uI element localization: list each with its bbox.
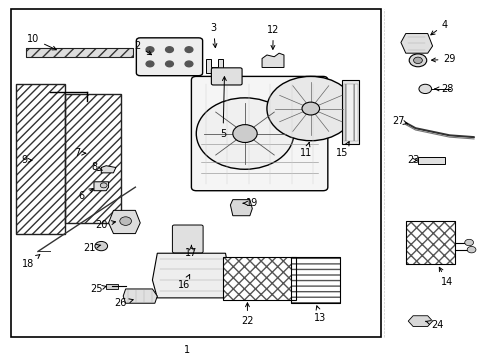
Polygon shape	[408, 316, 433, 327]
Bar	[291, 257, 340, 303]
Bar	[16, 84, 65, 234]
Bar	[16, 84, 65, 234]
Text: 3: 3	[210, 23, 217, 48]
Bar	[65, 94, 121, 223]
Circle shape	[302, 102, 319, 115]
Bar	[344, 84, 358, 141]
Bar	[106, 284, 118, 289]
Circle shape	[267, 76, 355, 141]
Text: 17: 17	[185, 246, 197, 258]
FancyBboxPatch shape	[192, 76, 328, 191]
Text: 29: 29	[432, 54, 456, 64]
FancyBboxPatch shape	[136, 38, 202, 76]
Text: 12: 12	[267, 25, 279, 49]
Text: 20: 20	[95, 220, 116, 230]
Bar	[406, 221, 455, 264]
Circle shape	[95, 242, 108, 251]
Text: 15: 15	[336, 141, 349, 158]
Bar	[291, 257, 340, 303]
Polygon shape	[152, 253, 230, 298]
Circle shape	[185, 47, 193, 53]
Circle shape	[409, 54, 427, 67]
FancyBboxPatch shape	[211, 68, 242, 85]
Polygon shape	[123, 289, 157, 303]
Polygon shape	[262, 53, 284, 67]
Text: 1: 1	[183, 345, 190, 355]
Circle shape	[233, 125, 257, 143]
Polygon shape	[206, 59, 223, 73]
Polygon shape	[109, 210, 140, 234]
Circle shape	[100, 183, 107, 188]
Circle shape	[166, 61, 173, 67]
Text: 18: 18	[22, 255, 40, 269]
Bar	[26, 48, 133, 57]
Text: 11: 11	[300, 143, 312, 158]
Bar	[65, 94, 121, 223]
Polygon shape	[101, 166, 116, 173]
Text: 9: 9	[22, 156, 32, 165]
Text: 8: 8	[91, 162, 102, 172]
Text: 13: 13	[315, 306, 327, 323]
Bar	[418, 157, 445, 164]
Text: 2: 2	[135, 41, 151, 55]
Text: 5: 5	[220, 77, 226, 139]
Bar	[26, 48, 133, 57]
Text: 22: 22	[241, 303, 254, 326]
Bar	[406, 221, 455, 264]
Circle shape	[467, 247, 476, 253]
Text: 23: 23	[407, 156, 419, 165]
Text: 26: 26	[115, 298, 133, 308]
Circle shape	[185, 61, 193, 67]
Circle shape	[419, 84, 432, 94]
Text: 6: 6	[79, 189, 93, 201]
Text: 7: 7	[74, 148, 86, 158]
Circle shape	[465, 239, 473, 246]
Text: 16: 16	[178, 274, 190, 291]
Text: 21: 21	[83, 243, 101, 253]
Polygon shape	[230, 200, 252, 216]
Text: 4: 4	[431, 19, 448, 35]
Polygon shape	[401, 33, 433, 53]
Text: 10: 10	[27, 34, 56, 50]
FancyBboxPatch shape	[172, 225, 203, 253]
Circle shape	[196, 98, 294, 169]
Bar	[223, 257, 296, 300]
Text: 14: 14	[440, 267, 453, 287]
Circle shape	[414, 57, 422, 64]
Bar	[11, 9, 381, 337]
Circle shape	[146, 47, 154, 53]
Bar	[343, 80, 360, 144]
Polygon shape	[94, 182, 109, 191]
Circle shape	[146, 61, 154, 67]
Bar	[223, 257, 296, 300]
Circle shape	[166, 47, 173, 53]
Circle shape	[120, 217, 131, 225]
Text: 19: 19	[243, 198, 258, 208]
Text: 25: 25	[90, 284, 106, 294]
Text: 24: 24	[426, 320, 443, 330]
Text: 28: 28	[435, 84, 453, 94]
Text: 27: 27	[392, 116, 408, 126]
